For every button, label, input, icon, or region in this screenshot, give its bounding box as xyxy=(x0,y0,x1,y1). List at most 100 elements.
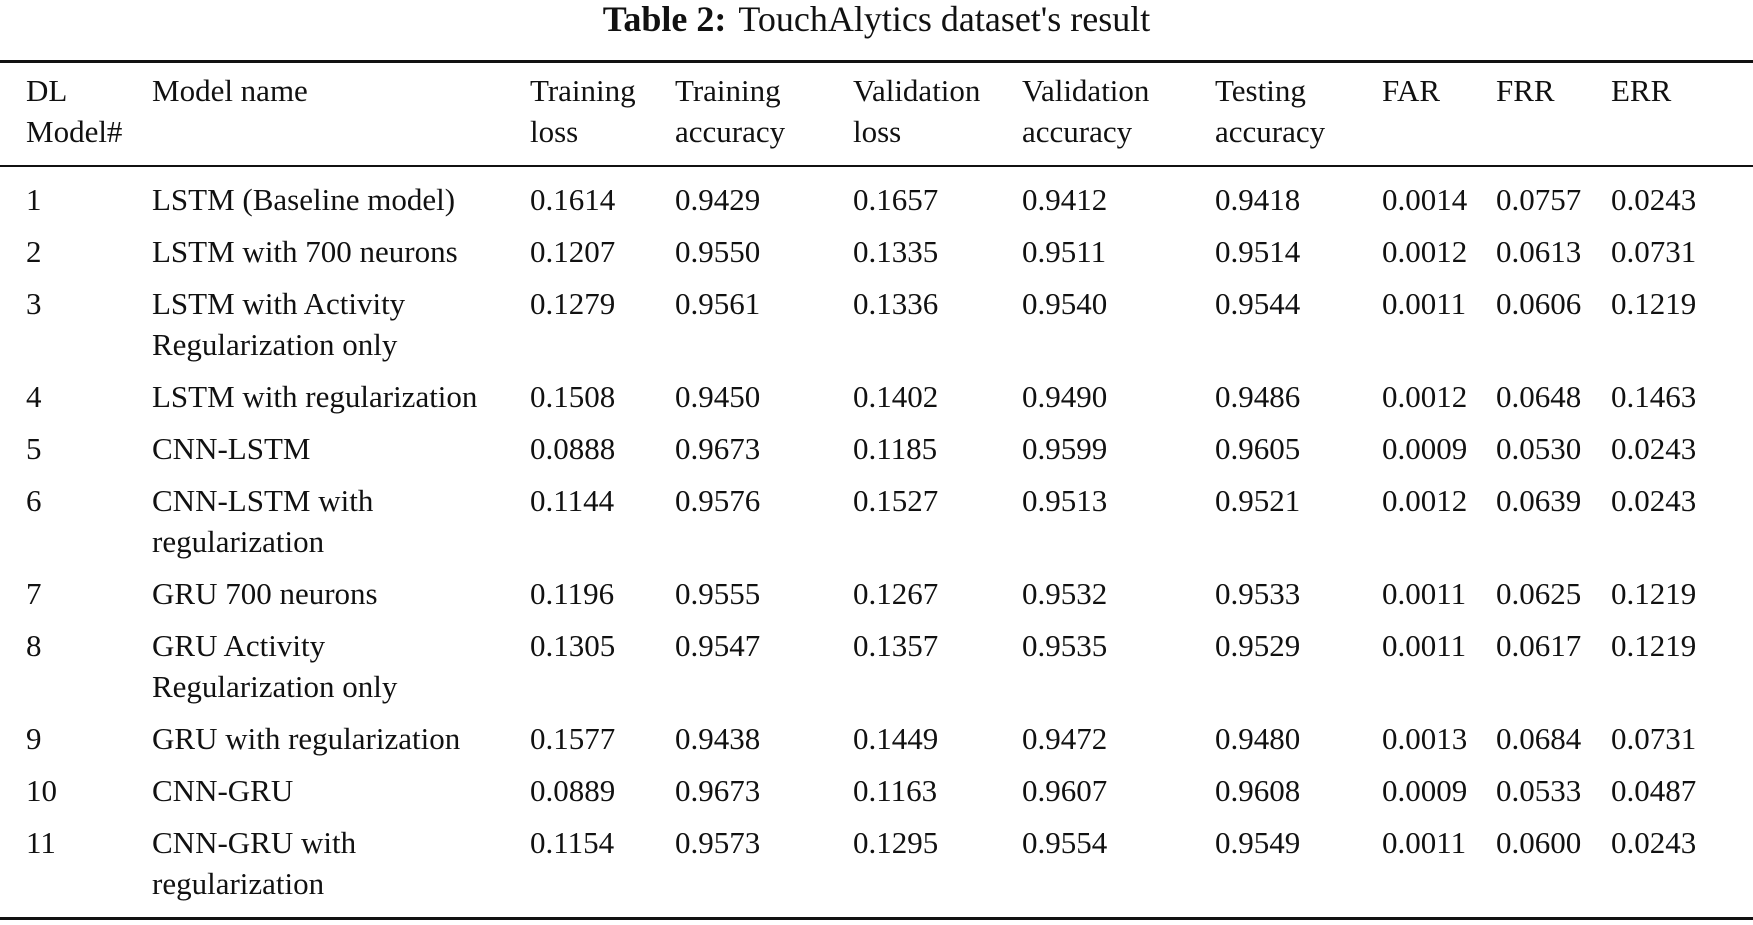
cell-training-loss: 0.1207 xyxy=(530,234,616,269)
header-validation-accuracy: Validation accuracy xyxy=(1022,66,1215,165)
cell-model-number: 4 xyxy=(26,379,42,414)
header-model-number: DL Model# xyxy=(0,66,152,165)
cell-model-name-line: GRU Activity xyxy=(152,628,326,663)
cell-validation-loss: 0.1185 xyxy=(853,431,938,466)
cell-model-name-line: Regularization only xyxy=(152,327,398,362)
table-row: 11 CNN-GRU with regularization 0.1154 0.9573… xyxy=(0,813,1753,906)
cell-model-name-line: LSTM with regularization xyxy=(152,379,478,414)
cell-testing-accuracy: 0.9521 xyxy=(1215,483,1301,518)
cell-training-loss: 0.1508 xyxy=(530,379,616,414)
cell-training-accuracy: 0.9555 xyxy=(675,576,761,611)
header-validation-loss-line: loss xyxy=(853,114,902,149)
table-caption: Table 2: TouchAlytics dataset's result xyxy=(0,0,1753,40)
cell-err: 0.1219 xyxy=(1611,628,1697,663)
cell-training-accuracy: 0.9438 xyxy=(675,721,761,756)
cell-validation-loss: 0.1357 xyxy=(853,628,939,663)
cell-err: 0.1219 xyxy=(1611,576,1697,611)
header-training-accuracy-line: accuracy xyxy=(675,114,786,149)
table-top-rule xyxy=(0,60,1753,63)
cell-model-name-line: CNN-LSTM xyxy=(152,431,311,466)
cell-validation-loss: 0.1295 xyxy=(853,825,939,860)
cell-model-name-line: regularization xyxy=(152,524,325,559)
cell-model-name: GRU Activity Regularization only xyxy=(152,616,530,709)
cell-testing-accuracy: 0.9549 xyxy=(1215,825,1301,860)
cell-training-loss: 0.1305 xyxy=(530,628,616,663)
cell-validation-accuracy: 0.9607 xyxy=(1022,773,1108,808)
cell-validation-accuracy: 0.9511 xyxy=(1022,234,1107,269)
cell-model-name-line: regularization xyxy=(152,866,325,901)
cell-validation-loss: 0.1335 xyxy=(853,234,939,269)
cell-training-accuracy: 0.9576 xyxy=(675,483,761,518)
table-row: 5 CNN-LSTM 0.0888 0.9673 0.1185 0.9599 0.9605 0… xyxy=(0,419,1753,471)
table-row: 2 LSTM with 700 neurons 0.1207 0.9550 0.1335… xyxy=(0,222,1753,274)
cell-err: 0.1219 xyxy=(1611,286,1697,321)
cell-training-loss: 0.1196 xyxy=(530,576,615,611)
header-model-number-line: DL xyxy=(26,73,68,108)
header-model-name-line: Model name xyxy=(152,73,308,108)
cell-validation-loss: 0.1163 xyxy=(853,773,938,808)
cell-model-number: 8 xyxy=(26,628,42,663)
cell-model-number: 10 xyxy=(26,773,57,808)
cell-model-name: GRU with regularization xyxy=(152,709,530,761)
table-bottom-rule xyxy=(0,917,1753,920)
cell-far: 0.0009 xyxy=(1382,431,1468,466)
table-row: 9 GRU with regularization 0.1577 0.9438 0.14… xyxy=(0,709,1753,761)
cell-model-name: CNN-GRU with regularization xyxy=(152,813,530,906)
cell-validation-accuracy: 0.9599 xyxy=(1022,431,1108,466)
cell-frr: 0.0625 xyxy=(1496,576,1582,611)
cell-testing-accuracy: 0.9480 xyxy=(1215,721,1301,756)
cell-validation-loss: 0.1449 xyxy=(853,721,939,756)
table-row: 4 LSTM with regularization 0.1508 0.9450 0.1… xyxy=(0,367,1753,419)
cell-err: 0.0243 xyxy=(1611,431,1697,466)
cell-model-name-line: CNN-GRU xyxy=(152,773,294,808)
cell-testing-accuracy: 0.9533 xyxy=(1215,576,1301,611)
cell-model-number: 6 xyxy=(26,483,42,518)
cell-model-name: CNN-LSTM with regularization xyxy=(152,471,530,564)
header-err: ERR xyxy=(1611,66,1753,165)
cell-model-name-line: Regularization only xyxy=(152,669,398,704)
cell-validation-loss: 0.1527 xyxy=(853,483,939,518)
cell-validation-loss: 0.1267 xyxy=(853,576,939,611)
cell-training-loss: 0.1154 xyxy=(530,825,615,860)
cell-frr: 0.0617 xyxy=(1496,628,1582,663)
cell-training-loss: 0.1144 xyxy=(530,483,615,518)
cell-model-name-line: GRU with regularization xyxy=(152,721,461,756)
cell-validation-accuracy: 0.9472 xyxy=(1022,721,1108,756)
cell-model-name: LSTM with 700 neurons xyxy=(152,222,530,274)
cell-frr: 0.0757 xyxy=(1496,182,1582,217)
cell-validation-accuracy: 0.9513 xyxy=(1022,483,1108,518)
cell-model-number: 2 xyxy=(26,234,42,269)
cell-model-name: GRU 700 neurons xyxy=(152,564,530,616)
cell-training-loss: 0.1614 xyxy=(530,182,616,217)
cell-validation-accuracy: 0.9535 xyxy=(1022,628,1108,663)
cell-testing-accuracy: 0.9418 xyxy=(1215,182,1301,217)
cell-model-number: 1 xyxy=(26,182,42,217)
header-testing-accuracy-line: Testing xyxy=(1215,73,1306,108)
cell-far: 0.0011 xyxy=(1382,825,1467,860)
cell-model-number: 9 xyxy=(26,721,42,756)
caption-text: TouchAlytics dataset's result xyxy=(738,0,1151,39)
cell-model-name-line: LSTM (Baseline model) xyxy=(152,182,456,217)
cell-model-name: LSTM (Baseline model) xyxy=(152,165,530,222)
cell-frr: 0.0613 xyxy=(1496,234,1582,269)
cell-training-accuracy: 0.9573 xyxy=(675,825,761,860)
cell-model-name-line: LSTM with Activity xyxy=(152,286,406,321)
cell-frr: 0.0600 xyxy=(1496,825,1582,860)
cell-model-name: CNN-GRU xyxy=(152,761,530,813)
cell-validation-accuracy: 0.9540 xyxy=(1022,286,1108,321)
cell-far: 0.0011 xyxy=(1382,628,1467,663)
cell-err: 0.1463 xyxy=(1611,379,1697,414)
cell-training-loss: 0.1577 xyxy=(530,721,616,756)
cell-training-accuracy: 0.9547 xyxy=(675,628,761,663)
cell-validation-accuracy: 0.9490 xyxy=(1022,379,1108,414)
header-training-loss-line: Training xyxy=(530,73,636,108)
header-validation-loss: Validation loss xyxy=(853,66,1022,165)
table-row: 8 GRU Activity Regularization only 0.1305 0.… xyxy=(0,616,1753,709)
cell-testing-accuracy: 0.9529 xyxy=(1215,628,1301,663)
cell-err: 0.0243 xyxy=(1611,483,1697,518)
header-validation-accuracy-line: Validation xyxy=(1022,73,1150,108)
cell-err: 0.0731 xyxy=(1611,721,1697,756)
cell-err: 0.0243 xyxy=(1611,825,1697,860)
header-testing-accuracy-line: accuracy xyxy=(1215,114,1326,149)
header-training-accuracy: Training accuracy xyxy=(675,66,853,165)
